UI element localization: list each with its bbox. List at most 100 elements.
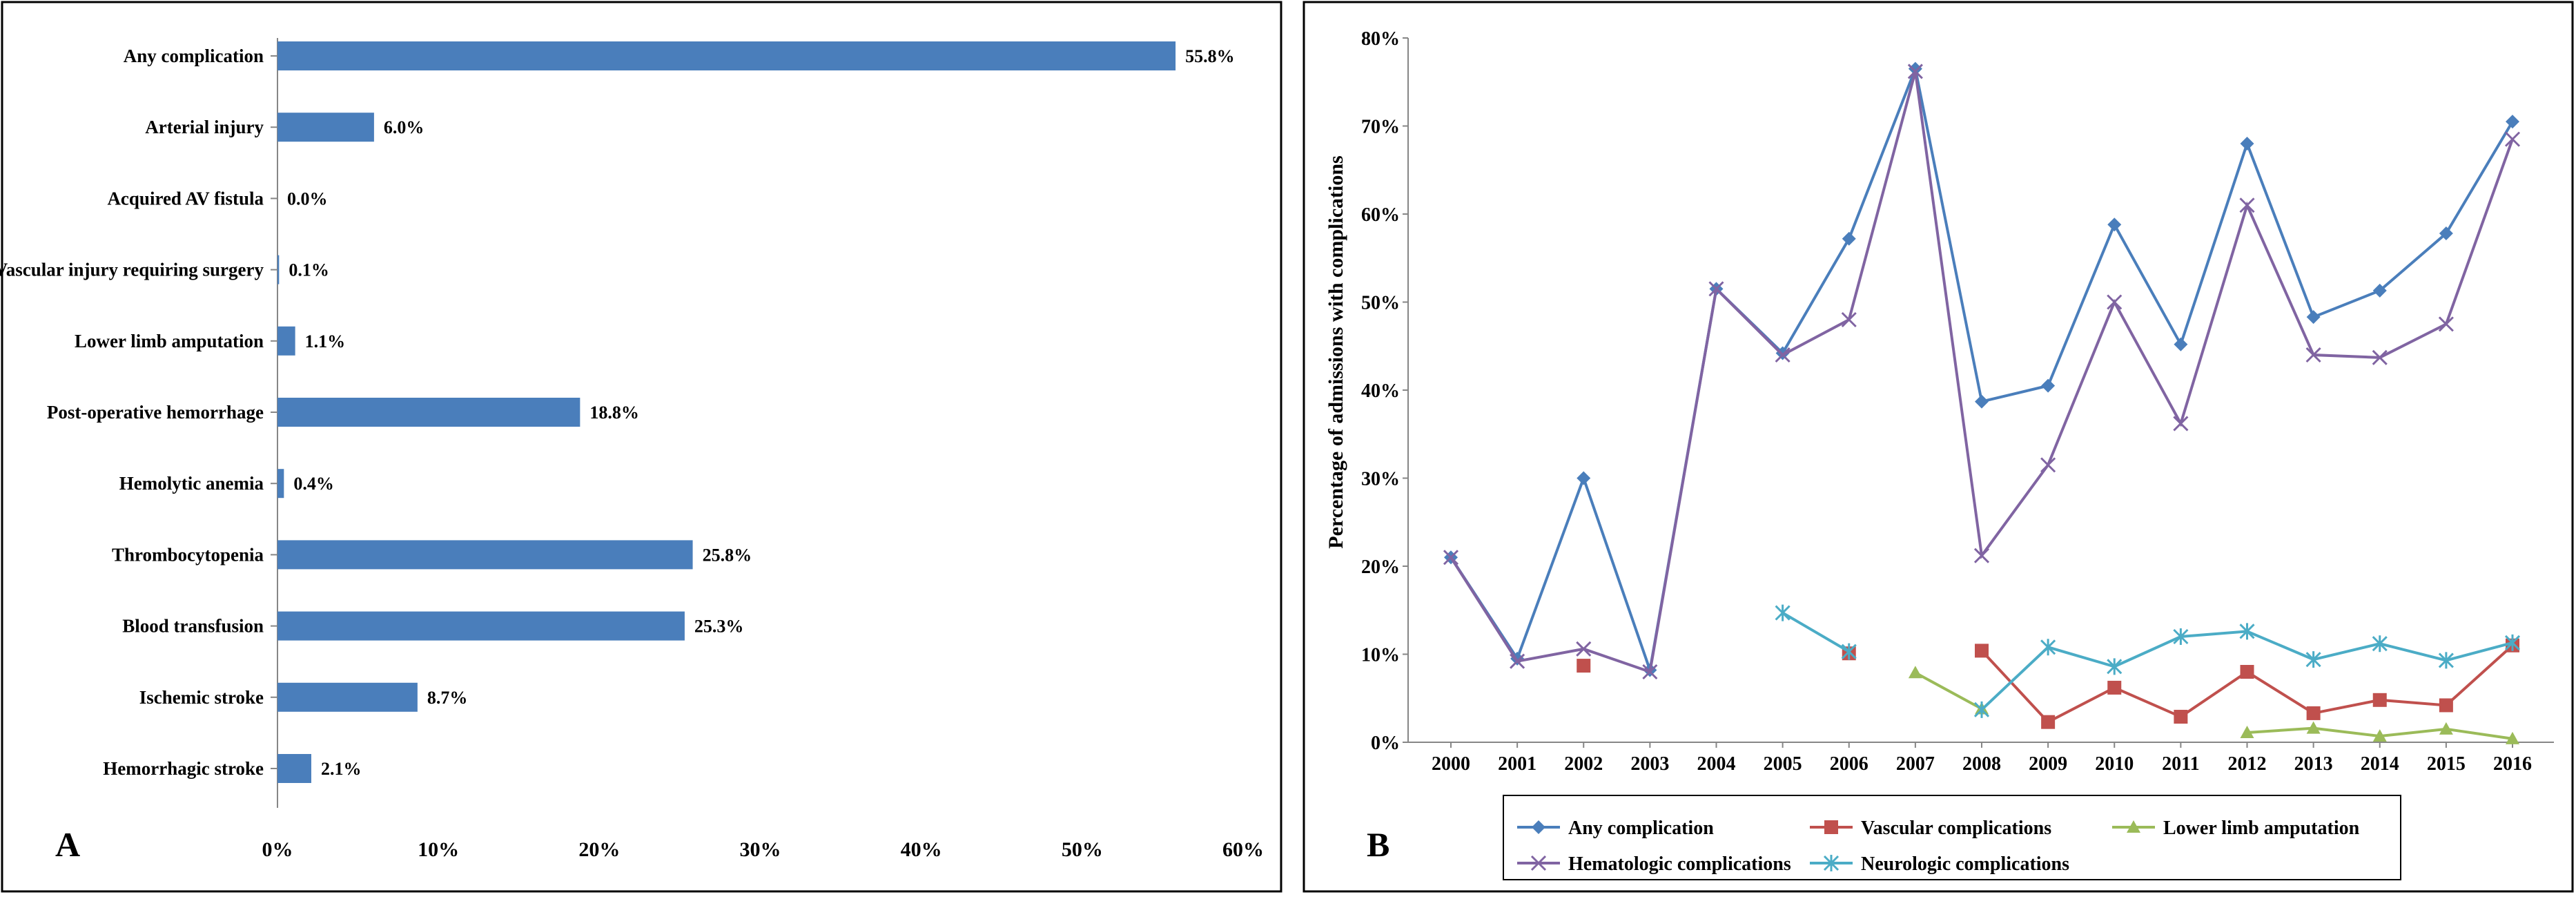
marker-square bbox=[2439, 698, 2453, 713]
marker-square bbox=[2306, 706, 2321, 720]
panel-b-line-chart: 0% 10% 20% 30% 40% 50% 60% 70% 80% 2000 2001 2002 2… bbox=[1325, 28, 2554, 880]
x-tick-label: 2014 bbox=[2361, 753, 2399, 775]
marker-diamond bbox=[2240, 137, 2254, 151]
data-label: 0.1% bbox=[289, 260, 329, 280]
bar bbox=[277, 611, 685, 641]
x-tick-label: 20% bbox=[578, 838, 620, 861]
x-tick-label: 2007 bbox=[1896, 753, 1935, 775]
y-tick-label: 10% bbox=[1361, 645, 1400, 666]
bar bbox=[277, 113, 374, 142]
marker-triangle bbox=[2439, 722, 2453, 735]
marker-x bbox=[2040, 457, 2056, 473]
x-tick-label: 2016 bbox=[2493, 753, 2532, 775]
data-label: 8.7% bbox=[427, 688, 468, 708]
series-line bbox=[1914, 671, 1982, 710]
marker-diamond bbox=[1975, 394, 1989, 409]
marker-star bbox=[2239, 623, 2255, 640]
bar bbox=[277, 326, 295, 356]
legend-label: Hematologic complications bbox=[1568, 853, 1791, 875]
marker-x bbox=[2504, 131, 2521, 147]
bar bbox=[277, 682, 418, 712]
marker-star bbox=[2504, 634, 2521, 651]
x-tick-label: 60% bbox=[1222, 838, 1264, 861]
marker-triangle bbox=[2240, 725, 2254, 738]
data-label: 55.8% bbox=[1185, 46, 1235, 66]
marker-triangle bbox=[2127, 820, 2140, 833]
y-axis-label: Percentage of admissions with complicati… bbox=[1325, 155, 1347, 548]
marker-triangle bbox=[2372, 729, 2387, 742]
marker-diamond bbox=[2372, 283, 2387, 298]
marker-star bbox=[2107, 658, 2123, 675]
marker-x bbox=[2107, 294, 2123, 310]
marker-star bbox=[2040, 639, 2056, 656]
marker-star bbox=[1775, 604, 1790, 621]
marker-star bbox=[2305, 651, 2321, 668]
marker-square bbox=[1824, 820, 1838, 834]
marker-diamond bbox=[2439, 226, 2453, 241]
marker-x bbox=[1510, 653, 1525, 669]
x-tick-label: 0% bbox=[262, 838, 293, 861]
marker-diamond bbox=[2107, 218, 2122, 232]
bar bbox=[277, 540, 693, 570]
panel-b-frame bbox=[1302, 1, 2574, 893]
legend: Any complication Vascular complications Lo… bbox=[1503, 795, 2401, 880]
marker-x bbox=[1642, 664, 1658, 680]
panel-a-letter: A bbox=[55, 825, 80, 864]
x-tick-label: 2003 bbox=[1630, 753, 1669, 775]
legend-label: Lower limb amputation bbox=[2163, 818, 2360, 839]
y-tick-label: 70% bbox=[1361, 117, 1400, 138]
series-line bbox=[1782, 611, 1850, 653]
marker-star bbox=[1823, 855, 1840, 871]
marker-triangle bbox=[1908, 666, 1922, 679]
x-tick-label: 2011 bbox=[2162, 753, 2199, 775]
data-label: 18.8% bbox=[589, 403, 639, 423]
marker-triangle bbox=[2506, 731, 2519, 744]
marker-diamond bbox=[2041, 378, 2056, 393]
x-tick-label: 2012 bbox=[2228, 753, 2267, 775]
x-tick-label: 50% bbox=[1062, 838, 1103, 861]
legend-item: Hematologic complications bbox=[1517, 853, 1791, 875]
data-label: 1.1% bbox=[305, 331, 346, 351]
panel-a-bar-chart: 0% 10% 20% 30% 40% 50% 60% Any complication Art… bbox=[0, 38, 1264, 864]
legend-item: Lower limb amputation bbox=[2112, 818, 2360, 839]
marker-x bbox=[1907, 64, 1923, 79]
marker-square bbox=[1577, 659, 1591, 673]
category-label: Lower limb amputation bbox=[75, 331, 264, 351]
marker-x bbox=[1576, 641, 1592, 657]
data-label: 2.1% bbox=[321, 759, 361, 779]
x-tick-label: 2005 bbox=[1764, 753, 1802, 775]
marker-diamond bbox=[2174, 337, 2188, 351]
legend-item: Vascular complications bbox=[1810, 818, 2051, 839]
marker-star bbox=[1841, 643, 1857, 660]
legend-item: Neurologic complications bbox=[1810, 853, 2069, 875]
marker-x bbox=[2305, 347, 2321, 363]
bar bbox=[277, 41, 1176, 70]
marker-diamond bbox=[2506, 115, 2519, 129]
x-tick-label: 2002 bbox=[1564, 753, 1603, 775]
marker-star bbox=[1973, 701, 1990, 718]
marker-diamond bbox=[2306, 310, 2321, 325]
bar bbox=[277, 255, 280, 284]
series-line bbox=[1450, 64, 2514, 671]
series-neurologic-complications bbox=[1775, 604, 2521, 718]
marker-x bbox=[2173, 416, 2189, 432]
series-vascular-complications bbox=[1577, 638, 2519, 729]
category-label: Hemolytic anemia bbox=[119, 473, 264, 494]
bar bbox=[277, 398, 580, 427]
data-label: 0.4% bbox=[293, 474, 334, 494]
x-tick-label: 2008 bbox=[1962, 753, 2001, 775]
category-label: Any complication bbox=[124, 46, 264, 66]
x-tick-label: 2009 bbox=[2029, 753, 2067, 775]
data-label: 25.3% bbox=[694, 617, 743, 637]
marker-x bbox=[2239, 197, 2255, 213]
marker-x bbox=[1841, 311, 1857, 328]
marker-square bbox=[2041, 715, 2056, 729]
marker-square bbox=[1975, 644, 1989, 658]
y-tick-label: 80% bbox=[1361, 28, 1400, 50]
data-label: 25.8% bbox=[703, 545, 752, 565]
marker-diamond bbox=[1532, 820, 1545, 834]
panel-b-letter: B bbox=[1367, 825, 1389, 864]
marker-square bbox=[2174, 710, 2188, 724]
marker-diamond bbox=[1908, 61, 1922, 76]
marker-square bbox=[2372, 693, 2387, 707]
